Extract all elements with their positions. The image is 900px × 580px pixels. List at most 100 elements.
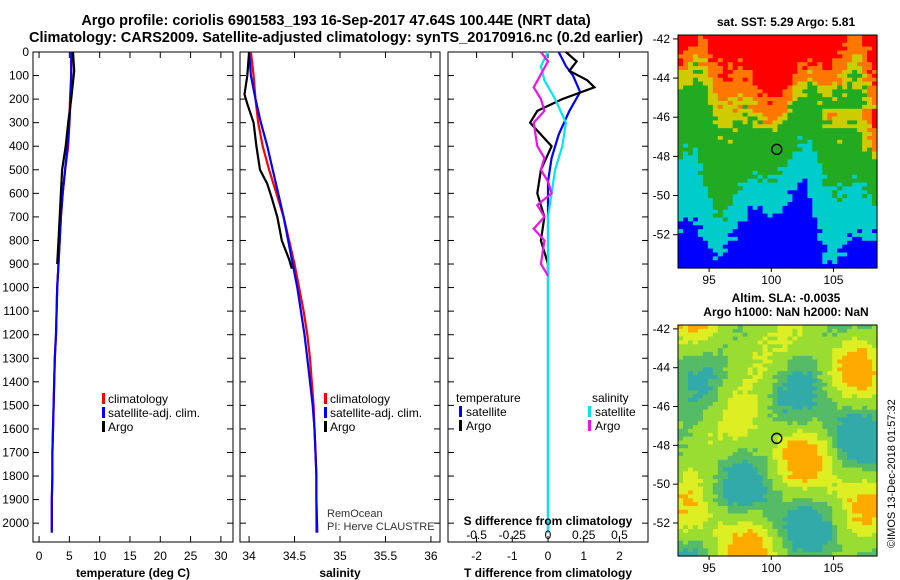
sla-map-cell bbox=[862, 436, 868, 442]
sst-map-cell bbox=[842, 132, 848, 137]
sla-map-cell bbox=[862, 482, 868, 488]
sst-map-cell bbox=[777, 174, 784, 180]
sla-map-cell bbox=[852, 498, 858, 503]
sla-map-cell bbox=[827, 428, 833, 434]
sla-map-cell bbox=[817, 371, 823, 376]
sla-map-cell bbox=[807, 490, 813, 496]
sst-map-cell bbox=[797, 155, 803, 160]
sla-map-cell bbox=[777, 452, 784, 457]
sst-map-cell bbox=[857, 132, 863, 137]
sla-map-cell bbox=[807, 525, 813, 530]
sst-map-cell bbox=[678, 66, 684, 71]
sst-map-cell bbox=[742, 97, 749, 102]
sla-map-cell bbox=[742, 471, 749, 476]
sla-map-cell bbox=[812, 525, 818, 530]
sla-map-cell bbox=[742, 332, 749, 338]
sst-map-cell bbox=[812, 62, 818, 67]
sla-map-cell bbox=[732, 463, 739, 469]
sla-map-cell bbox=[822, 467, 828, 472]
sst-map-cell bbox=[797, 205, 803, 211]
sst-map-cell bbox=[722, 248, 729, 254]
sla-map-cell bbox=[867, 532, 873, 538]
sla-map-cell bbox=[688, 502, 694, 507]
sla-map-cell bbox=[792, 375, 798, 380]
sla-map-cell bbox=[707, 432, 714, 438]
sla-map-cell bbox=[757, 336, 764, 342]
sst-map-cell bbox=[792, 70, 798, 75]
sst-map-cell bbox=[692, 221, 699, 226]
sla-map-cell bbox=[752, 482, 759, 488]
sst-map-cell bbox=[797, 159, 803, 164]
sst-map-cell bbox=[787, 229, 794, 234]
sla-map-cell bbox=[857, 394, 863, 399]
sla-map-cell bbox=[842, 417, 848, 422]
sst-map-cell bbox=[688, 221, 694, 226]
sst-map-cell bbox=[872, 236, 878, 242]
sst-map-cell bbox=[762, 248, 769, 254]
sst-map-cell bbox=[752, 174, 759, 180]
sst-map-cell bbox=[722, 163, 729, 168]
sla-map-cell bbox=[732, 521, 739, 526]
sst-map-cell bbox=[717, 35, 724, 40]
sla-map-cell bbox=[747, 521, 754, 526]
sst-map-cell bbox=[772, 256, 779, 261]
sla-map-cell bbox=[762, 459, 769, 465]
sst-map-cell bbox=[702, 128, 709, 133]
sla-map-cell bbox=[737, 382, 744, 388]
sst-map-cell bbox=[697, 252, 704, 257]
sla-map-cell bbox=[757, 440, 764, 445]
sst-map-cell bbox=[827, 225, 833, 230]
sst-map-cell bbox=[697, 58, 704, 63]
sst-map-cell bbox=[772, 170, 779, 176]
sla-map-cell bbox=[872, 513, 878, 519]
sst-map-cell bbox=[688, 112, 694, 118]
sla-map-cell bbox=[847, 517, 853, 522]
sla-map-cell bbox=[752, 425, 759, 430]
sla-map-cell bbox=[852, 467, 858, 472]
sst-map-cell bbox=[832, 66, 838, 71]
sla-map-cell bbox=[852, 540, 858, 546]
sst-map-cell bbox=[782, 260, 789, 265]
sst-map-cell bbox=[737, 85, 744, 90]
sst-map-cell bbox=[678, 217, 684, 222]
sst-map-cell bbox=[697, 35, 704, 40]
salinity-annotation-remocean: RemOcean bbox=[327, 508, 383, 520]
sla-map-cell bbox=[772, 409, 779, 415]
sst-map-cell bbox=[762, 260, 769, 265]
sla-map-cell bbox=[767, 532, 774, 538]
diff-legend-temperature-label: Argo bbox=[466, 419, 492, 433]
sla-map-cell bbox=[683, 375, 689, 380]
salinity-profile-legend-label: climatology bbox=[330, 392, 390, 406]
sst-map-cell bbox=[752, 89, 759, 94]
sst-map-cell bbox=[683, 139, 689, 145]
sst-map-cell bbox=[702, 116, 709, 121]
sla-map-cell bbox=[852, 421, 858, 426]
sla-map-cell bbox=[827, 336, 833, 342]
sla-map-cell bbox=[857, 436, 863, 442]
sla-map-cell bbox=[797, 371, 803, 376]
sla-map-cell bbox=[727, 382, 734, 388]
sst-map-cell bbox=[747, 225, 754, 230]
sst-map-cell bbox=[782, 229, 789, 234]
sla-map-cell bbox=[727, 386, 734, 392]
sla-map-cell bbox=[737, 486, 744, 492]
sst-map-cell bbox=[857, 70, 863, 75]
sla-map-cell bbox=[847, 432, 853, 438]
sst-map-cell bbox=[837, 89, 843, 94]
sla-map-cell bbox=[697, 536, 704, 542]
sst-map-cell bbox=[812, 139, 818, 145]
sla-map-cell bbox=[717, 328, 724, 334]
sla-map-cell bbox=[792, 467, 798, 472]
sst-map-cell bbox=[797, 108, 803, 114]
sla-map-cell bbox=[797, 390, 803, 395]
sla-map-cell bbox=[822, 486, 828, 492]
sla-map-cell bbox=[707, 413, 714, 419]
sla-map-cell bbox=[752, 463, 759, 469]
sst-map-cell bbox=[737, 62, 744, 67]
sla-map-cell bbox=[812, 425, 818, 430]
sst-map-cell bbox=[837, 66, 843, 71]
sst-map-cell bbox=[867, 256, 873, 261]
sst-map-cell bbox=[787, 120, 794, 125]
sla-map-cell bbox=[797, 325, 803, 330]
sst-map-cell bbox=[747, 182, 754, 188]
